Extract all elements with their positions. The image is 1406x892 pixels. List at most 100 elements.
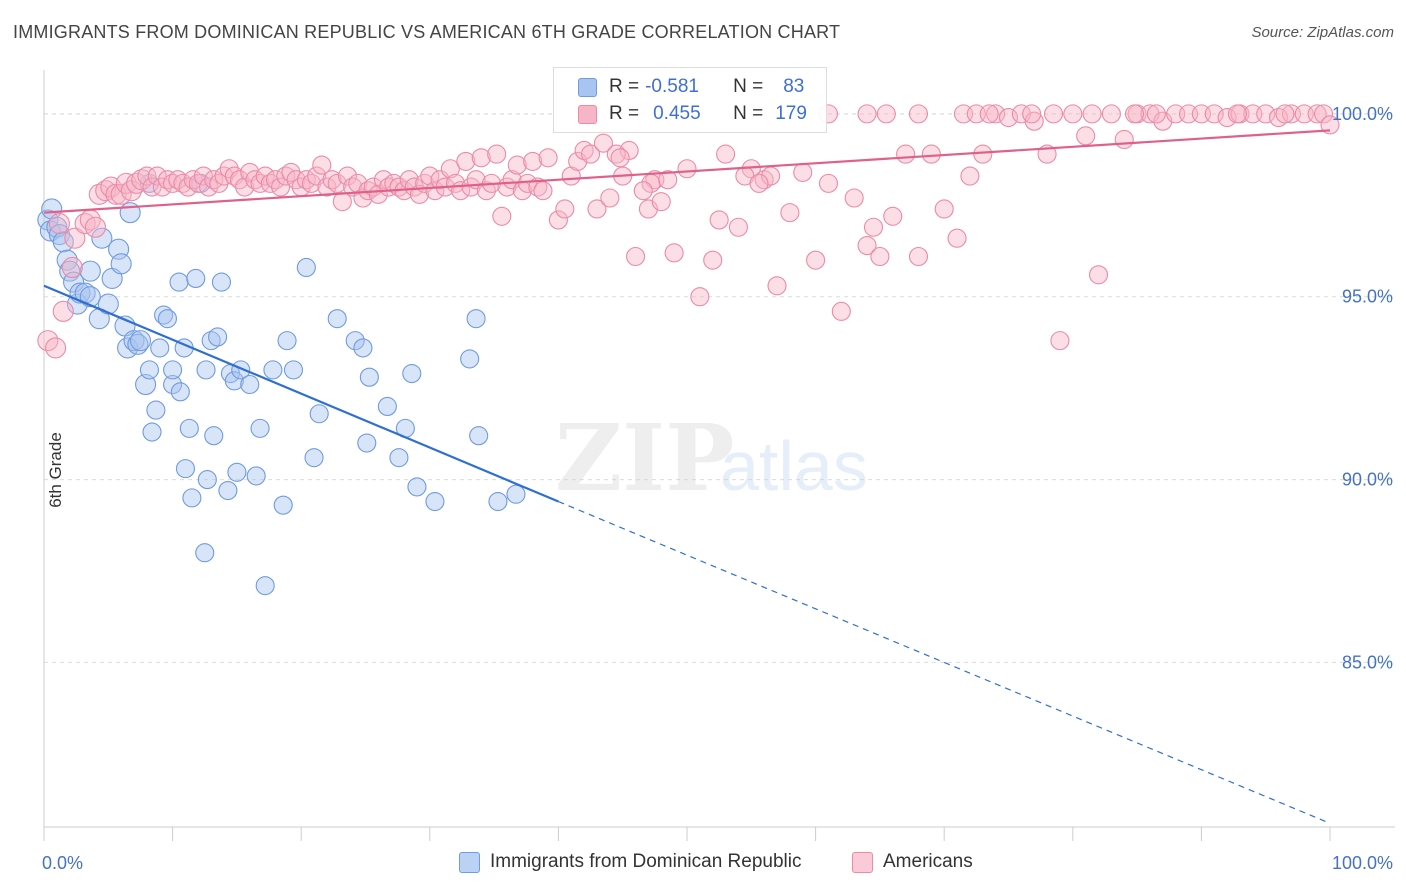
point-dominican — [129, 330, 151, 352]
point-americans — [677, 159, 697, 179]
point-americans — [322, 170, 342, 190]
point-americans — [420, 166, 440, 186]
point-americans — [425, 181, 445, 201]
point-americans — [754, 170, 774, 190]
point-dominican — [195, 543, 215, 563]
point-americans — [690, 287, 710, 307]
n-value-americans: 179 — [775, 103, 807, 124]
watermark-zip: ZIP — [555, 404, 734, 512]
point-dominican — [425, 491, 445, 512]
trend-line-dominican — [43, 284, 559, 503]
watermark-atlas: atlas — [720, 427, 868, 505]
point-americans — [728, 217, 748, 237]
point-americans — [312, 155, 332, 175]
point-americans — [658, 170, 678, 190]
bottom-legend-label-americans: Americans — [883, 851, 973, 872]
point-dominican — [150, 338, 170, 358]
point-dominican — [127, 333, 149, 355]
bottom-legend-americans[interactable]: Americans — [852, 851, 973, 873]
point-dominican — [201, 331, 221, 351]
point-americans — [1088, 265, 1109, 285]
point-americans — [651, 192, 671, 212]
point-americans — [1043, 104, 1064, 124]
point-americans — [492, 206, 512, 226]
point-americans — [921, 144, 941, 164]
point-americans — [1022, 104, 1042, 124]
point-americans — [1204, 104, 1224, 124]
point-americans — [235, 177, 255, 197]
point-dominican — [163, 360, 183, 380]
point-americans — [1114, 129, 1134, 150]
point-americans — [831, 301, 851, 321]
point-americans — [88, 183, 110, 205]
point-dominican — [182, 488, 202, 508]
bottom-legend-dominican[interactable]: Immigrants from Dominican Republic — [459, 851, 802, 873]
point-dominican — [175, 459, 196, 479]
point-americans — [48, 213, 70, 235]
point-americans — [276, 166, 296, 186]
point-dominican — [204, 426, 224, 446]
point-americans — [1050, 331, 1070, 351]
point-dominican — [240, 374, 260, 395]
point-dominican — [469, 426, 489, 446]
point-dominican — [52, 231, 74, 253]
legend-row-dominican: R = -0.581 N = 83 — [578, 74, 804, 100]
point-americans — [896, 144, 916, 164]
point-americans — [979, 104, 999, 124]
point-americans — [633, 181, 653, 201]
point-americans — [908, 104, 929, 124]
point-americans — [1063, 104, 1083, 124]
point-dominican — [186, 268, 206, 288]
point-americans — [610, 148, 630, 168]
point-americans — [204, 170, 224, 190]
point-dominican — [345, 331, 365, 351]
point-americans — [716, 144, 736, 164]
point-dominican — [250, 418, 270, 438]
point-americans — [1269, 107, 1289, 128]
point-americans — [296, 170, 316, 190]
point-americans — [84, 216, 106, 238]
point-americans — [574, 140, 594, 161]
point-americans — [844, 188, 864, 208]
point-dominican — [377, 396, 397, 416]
point-americans — [1320, 115, 1340, 135]
point-americans — [947, 228, 967, 248]
point-dominican — [170, 382, 190, 402]
point-americans — [1076, 126, 1096, 146]
trend-lines — [43, 129, 1331, 824]
point-dominican — [91, 227, 113, 249]
point-americans — [908, 246, 929, 267]
point-dominican — [139, 360, 160, 380]
y-tick-label: 85.0% — [1342, 652, 1393, 672]
point-americans — [384, 173, 404, 193]
point-americans — [709, 210, 729, 230]
source-label[interactable]: Source: ZipAtlas.com — [1251, 24, 1394, 41]
point-americans — [703, 250, 723, 270]
point-dominican — [327, 309, 347, 329]
point-americans — [52, 300, 74, 322]
point-dominican — [246, 466, 266, 486]
point-americans — [780, 203, 800, 223]
point-dominican — [506, 484, 526, 504]
r-key: R = — [609, 76, 640, 97]
point-americans — [183, 170, 203, 190]
point-americans — [749, 173, 769, 193]
point-dominican — [296, 257, 316, 278]
point-dominican — [163, 374, 183, 395]
point-americans — [857, 235, 877, 256]
trend-line-dominican-extension — [558, 500, 1331, 824]
point-americans — [857, 104, 877, 124]
point-dominican — [211, 272, 232, 292]
point-americans — [37, 330, 59, 352]
bottom-legend-label-dominican: Immigrants from Dominican Republic — [490, 851, 802, 872]
x-tick-label-min: 0.0% — [42, 853, 83, 873]
point-americans — [245, 170, 265, 190]
point-americans — [517, 173, 538, 193]
point-dominican — [359, 367, 379, 387]
trend-line-americans — [43, 129, 1331, 214]
point-americans — [1256, 104, 1276, 124]
y-tick-label: 100.0% — [1332, 104, 1393, 124]
point-americans — [368, 184, 388, 204]
legend-swatch-dominican — [578, 77, 597, 97]
point-americans — [1217, 107, 1237, 128]
